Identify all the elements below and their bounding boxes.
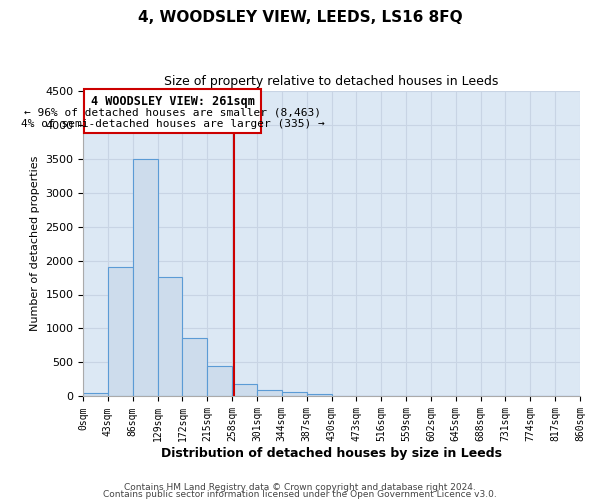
Bar [307,394,332,396]
Bar [182,338,208,396]
Text: 4, WOODSLEY VIEW, LEEDS, LS16 8FQ: 4, WOODSLEY VIEW, LEEDS, LS16 8FQ [137,10,463,25]
Bar [108,268,133,396]
Text: Contains public sector information licensed under the Open Government Licence v3: Contains public sector information licen… [103,490,497,499]
Bar [257,390,282,396]
Text: 4 WOODSLEY VIEW: 261sqm: 4 WOODSLEY VIEW: 261sqm [91,96,254,108]
Bar [208,366,232,396]
Bar [133,158,158,396]
Bar [282,392,307,396]
Y-axis label: Number of detached properties: Number of detached properties [29,156,40,331]
Bar [83,393,108,396]
Text: Contains HM Land Registry data © Crown copyright and database right 2024.: Contains HM Land Registry data © Crown c… [124,484,476,492]
Bar [232,384,257,396]
Bar [158,277,182,396]
Text: ← 96% of detached houses are smaller (8,463): ← 96% of detached houses are smaller (8,… [24,108,321,118]
Bar [84,89,261,134]
X-axis label: Distribution of detached houses by size in Leeds: Distribution of detached houses by size … [161,447,502,460]
Text: 4% of semi-detached houses are larger (335) →: 4% of semi-detached houses are larger (3… [21,119,325,129]
Title: Size of property relative to detached houses in Leeds: Size of property relative to detached ho… [164,75,499,88]
